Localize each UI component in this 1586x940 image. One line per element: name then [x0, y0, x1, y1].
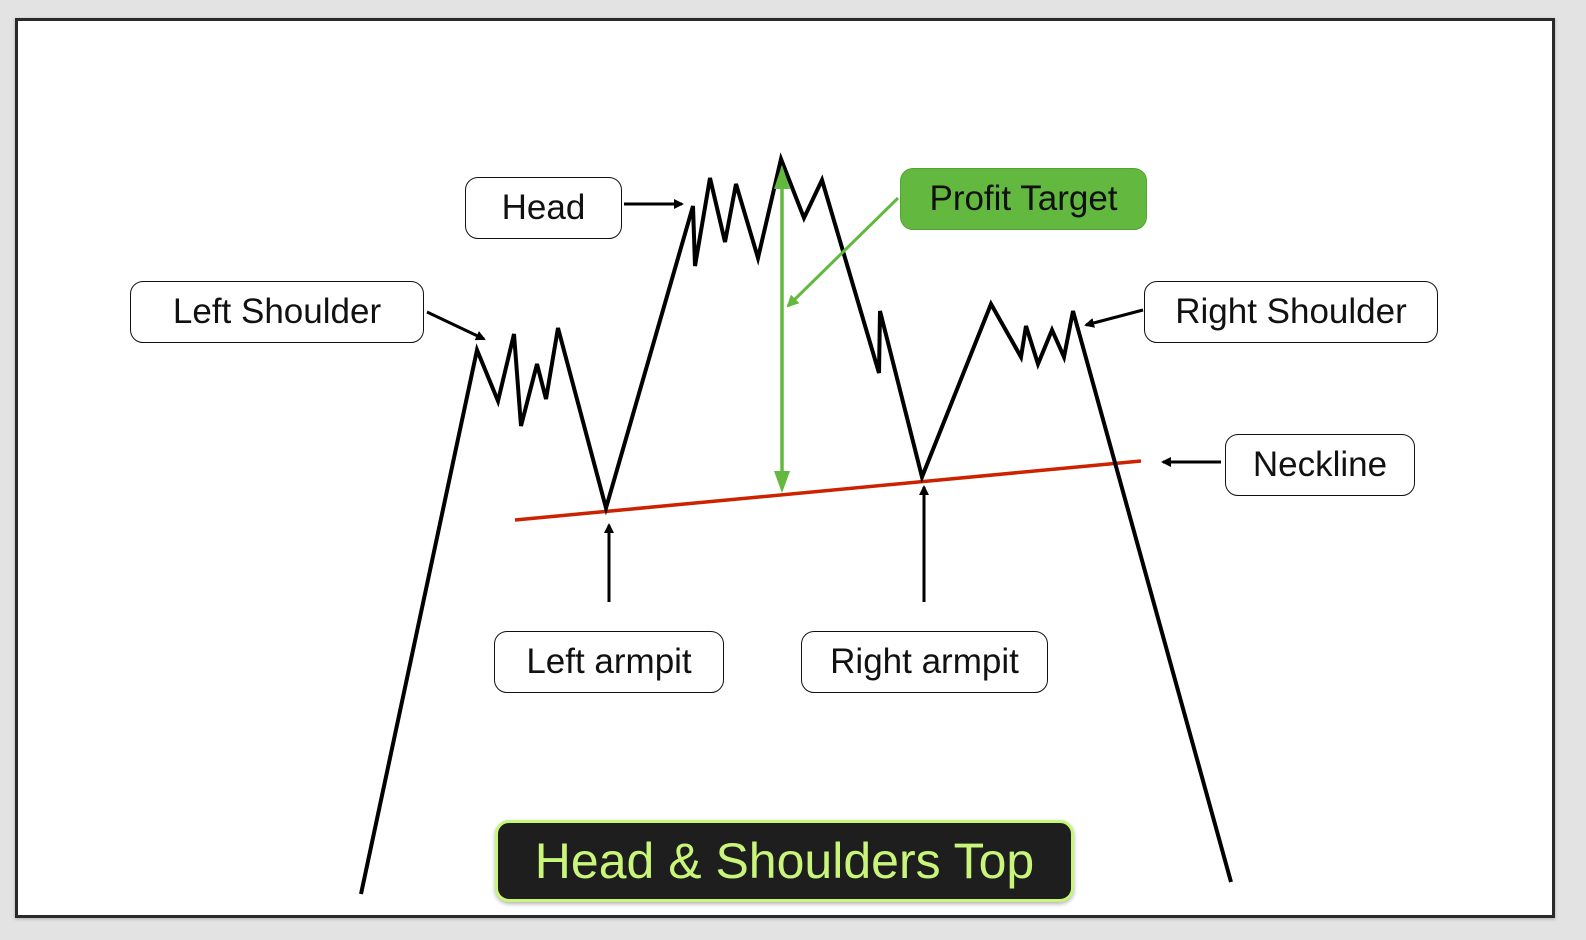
left-shoulder-label: Left Shoulder — [130, 281, 424, 343]
profit-target-up-arrowhead — [774, 165, 790, 189]
right-shoulder-label: Right Shoulder — [1144, 281, 1438, 343]
diagram-frame: Head Left Shoulder Right Shoulder Neckli… — [15, 18, 1555, 918]
head-and-shoulders-diagram — [359, 152, 1233, 895]
left-shoulder-pointer-arrow — [426, 310, 486, 341]
neckline-label: Neckline — [1225, 434, 1415, 496]
diagram-title: Head & Shoulders Top — [495, 820, 1074, 902]
profit-target-label: Profit Target — [900, 168, 1147, 230]
right-shoulder-pointer-arrow — [1084, 308, 1144, 328]
price-path — [359, 152, 1233, 895]
profit-target-pointer — [786, 196, 900, 308]
profit-target-down-arrowhead — [774, 471, 790, 493]
neckline-line — [514, 459, 1142, 522]
left-armpit-label: Left armpit — [494, 631, 724, 693]
right-armpit-label: Right armpit — [801, 631, 1048, 693]
head-label: Head — [465, 177, 622, 239]
